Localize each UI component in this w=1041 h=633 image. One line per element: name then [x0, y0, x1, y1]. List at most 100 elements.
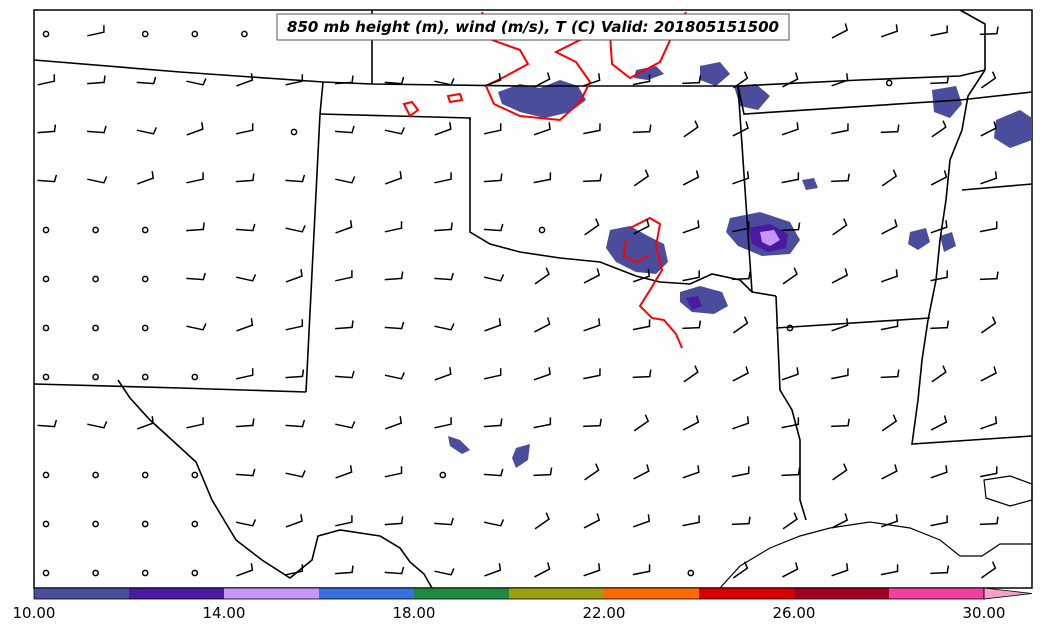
colorbar-frame [33, 587, 985, 600]
wind-barb [87, 421, 108, 429]
wind-barb [335, 75, 354, 85]
wind-barb [682, 415, 700, 431]
wind-barb-calm [191, 373, 199, 381]
wind-barb [731, 221, 750, 233]
wind-barb-calm [439, 471, 447, 479]
wind-barb-calm [42, 569, 50, 577]
temperature-contour [622, 239, 649, 264]
wind-barb-calm [42, 373, 50, 381]
wind-barb [831, 73, 849, 87]
shaded-area [734, 84, 770, 110]
shaded-area [994, 110, 1032, 148]
wind-barb-calm [42, 324, 50, 332]
wind-barb-calm [141, 569, 149, 577]
wind-barb [285, 369, 305, 379]
boundary-line [959, 9, 986, 70]
wind-barb [832, 463, 848, 481]
wind-barb-calm [141, 275, 149, 283]
wind-barb [930, 515, 948, 527]
wind-barb [683, 120, 699, 138]
wind-barb [682, 270, 700, 282]
wind-barb [37, 74, 56, 86]
wind-barb [980, 416, 998, 430]
wind-barb-layer [37, 23, 999, 579]
wind-barb [979, 271, 999, 281]
wind-barb [335, 320, 354, 330]
wind-barb [831, 23, 849, 39]
wind-barb-calm [42, 520, 50, 528]
colorbar-tick-label: 26.00 [773, 604, 816, 622]
wind-barb-calm [42, 30, 50, 38]
wind-barb-calm [42, 226, 50, 234]
wind-barb-calm [141, 226, 149, 234]
wind-barb [782, 562, 799, 578]
temperature-contour [481, 11, 687, 122]
wind-barb [335, 421, 356, 429]
wind-barb [136, 127, 157, 135]
colorbar-tick-label: 30.00 [963, 604, 1006, 622]
shaded-area [760, 230, 780, 246]
colorbar-segment [509, 588, 604, 599]
wind-barb [583, 418, 602, 428]
wind-barb [930, 415, 948, 431]
wind-barb [87, 176, 108, 184]
wind-barb-calm [92, 324, 99, 332]
wind-barb [880, 319, 899, 331]
wind-barb [534, 562, 551, 578]
wind-barb [781, 417, 800, 429]
wind-barb [483, 123, 502, 135]
colorbar-tick-label: 22.00 [583, 604, 626, 622]
map-title: 850 mb height (m), wind (m/s), T (C) Val… [287, 18, 779, 36]
wind-barb [285, 564, 304, 576]
wind-barb [37, 174, 58, 183]
shaded-area [606, 226, 668, 274]
boundary-line [117, 379, 433, 589]
wind-barb [483, 223, 504, 232]
wind-barb [632, 124, 652, 134]
wind-barb [335, 270, 353, 282]
wind-barb [533, 467, 553, 477]
wind-barb [980, 171, 998, 185]
colorbar: 10.00 14.00 18.00 22.00 26.00 30.00 [13, 587, 1033, 622]
wind-barb [880, 269, 899, 283]
temperature-contours [402, 11, 687, 349]
wind-barb [335, 565, 354, 575]
wind-barb [583, 73, 601, 87]
wind-barb [979, 516, 999, 526]
wind-barb [235, 223, 256, 232]
wind-barb [632, 269, 651, 283]
wind-barb [335, 125, 355, 134]
colorbar-segment [699, 588, 794, 599]
wind-barb [335, 515, 353, 527]
wind-barb [37, 124, 57, 134]
wind-barb [880, 564, 899, 576]
wind-barb [632, 564, 651, 576]
wind-barb [781, 172, 800, 184]
wind-barb [979, 466, 998, 478]
wind-barb [87, 75, 106, 85]
wind-barb [632, 74, 651, 86]
wind-barb [534, 72, 551, 88]
wind-barb [584, 463, 600, 481]
wind-barb-calm [191, 520, 199, 528]
wind-barb [335, 176, 356, 184]
wind-barb [534, 317, 551, 333]
wind-barb-calm [92, 226, 99, 234]
wind-barb [533, 172, 552, 184]
boundary-line [305, 113, 321, 393]
wind-barb [980, 316, 997, 334]
wind-barb [682, 320, 702, 330]
shaded-area [686, 296, 702, 310]
wind-barb [285, 174, 306, 183]
wind-barb [583, 173, 602, 183]
wind-barb [186, 172, 204, 184]
wind-barb [930, 465, 948, 479]
wind-barb [483, 368, 502, 380]
wind-barb [37, 419, 58, 428]
shaded-area [512, 444, 530, 468]
wind-barb [384, 321, 405, 330]
wind-barb [583, 123, 601, 135]
wind-barb [434, 122, 452, 136]
wind-barb [881, 414, 898, 432]
